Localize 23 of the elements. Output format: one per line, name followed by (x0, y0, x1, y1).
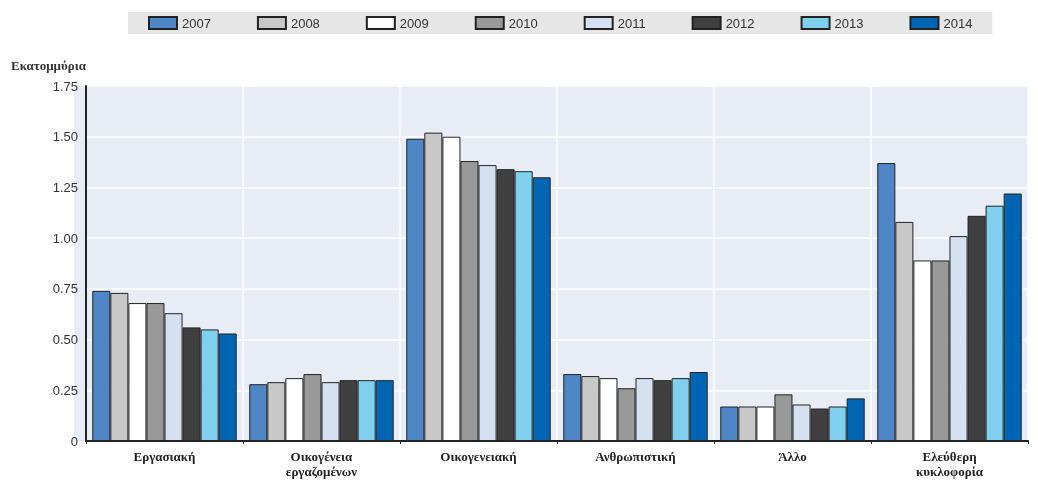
x-tick-label: Ελεύθερη κυκλοφορία (916, 449, 984, 479)
x-tick-label: Άλλο (778, 449, 807, 464)
y-tick-label: 0.50 (52, 332, 78, 348)
legend-label: 2007 (182, 15, 211, 31)
legend-label: 2011 (617, 15, 646, 31)
y-tick-label: 0 (70, 433, 78, 449)
y-tick-label: 1.00 (52, 230, 78, 246)
legend-label: 2009 (399, 15, 429, 31)
y-tick-label: 1.50 (52, 129, 78, 145)
legend-label: 2008 (290, 15, 320, 31)
y-tick-label: 0.25 (52, 382, 78, 398)
y-tick-label: 1.25 (52, 179, 78, 195)
legend-label: 2012 (725, 15, 755, 31)
x-tick-label: Οικογένεια εργαζομένων (285, 449, 358, 479)
y-tick-label: 1.75 (52, 78, 78, 94)
legend-label: 2014 (943, 15, 973, 31)
y-tick-label: 0.75 (52, 281, 78, 297)
x-tick-label: Ανθρωπιστική (595, 449, 676, 464)
legend-label: 2010 (508, 15, 538, 31)
x-tick-label: Οικογενειακή (440, 449, 517, 464)
legend-label: 2013 (834, 15, 864, 31)
x-tick-label: Εργασιακή (133, 449, 196, 464)
y-axis-title: Εκατομμύρια (10, 58, 87, 73)
